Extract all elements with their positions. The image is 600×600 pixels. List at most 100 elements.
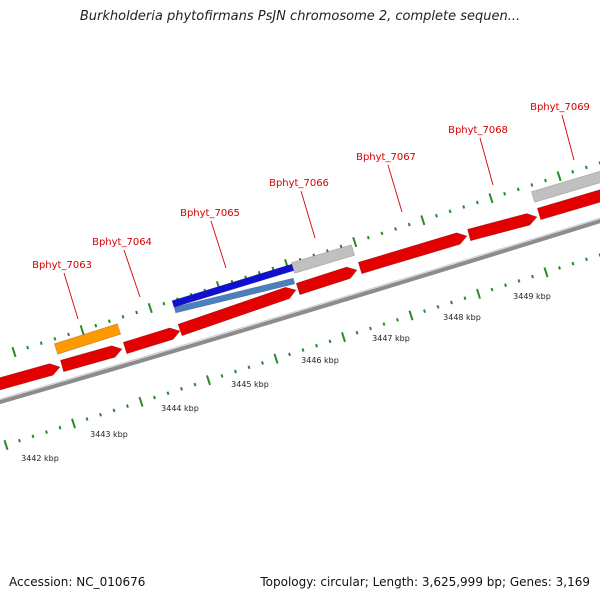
selected-gene-lower xyxy=(173,277,296,314)
inner-tick-mark xyxy=(273,353,279,364)
outer-tick-mark xyxy=(67,332,70,337)
outer-tick-mark xyxy=(420,215,426,226)
outer-tick-mark xyxy=(352,237,358,248)
outer-tick-mark xyxy=(147,302,153,314)
outer-tick-mark xyxy=(516,187,520,192)
topology-stats-text: Topology: circular; Length: 3,625,999 bp… xyxy=(260,575,590,589)
gene-leader-line xyxy=(387,164,403,213)
cds-arrow xyxy=(467,213,538,242)
gene-leader-line xyxy=(561,114,575,161)
gene-leader-line xyxy=(63,272,79,320)
inner-tick-mark xyxy=(18,438,21,443)
kbp-label: 3447 kbp xyxy=(372,334,410,343)
cds-arrow xyxy=(295,266,358,296)
inner-tick-mark xyxy=(112,408,116,413)
kbp-label: 3446 kbp xyxy=(301,356,339,365)
inner-tick-mark xyxy=(138,396,144,407)
gray-feature xyxy=(291,244,355,274)
inner-tick-mark xyxy=(45,430,48,434)
kbp-labels: 3442 kbp 3443 kbp 3444 kbp 3445 kbp 3446 kbp… xyxy=(21,292,551,463)
gene-label: Bphyt_7067 xyxy=(356,152,416,163)
outer-tick-mark xyxy=(394,227,398,231)
gene-leader-line xyxy=(300,190,316,239)
inner-tick-mark xyxy=(585,257,588,262)
kbp-label: 3445 kbp xyxy=(231,380,269,389)
outer-tick-mark xyxy=(475,200,479,205)
genome-backbone xyxy=(0,219,600,405)
inner-tick-mark xyxy=(193,382,197,387)
inner-tick-mark xyxy=(58,425,62,430)
inner-tick-mark xyxy=(71,418,76,429)
map-title: Burkholderia phytofirmans PsJN chromosom… xyxy=(79,9,521,24)
inner-tick-mark xyxy=(301,348,305,352)
label-leader-lines xyxy=(63,114,575,320)
inner-tick-mark xyxy=(99,412,102,417)
outer-tick-mark xyxy=(107,319,111,324)
outer-tick-mark xyxy=(339,244,343,249)
inner-tick-mark xyxy=(382,322,386,326)
inner-tick-mark xyxy=(571,261,575,266)
outer-tick-mark xyxy=(503,191,507,196)
outer-tick-mark xyxy=(380,231,384,236)
kbp-label: 3448 kbp xyxy=(443,313,481,322)
outer-tick-mark xyxy=(571,169,575,174)
inner-tick-mark xyxy=(369,326,372,331)
inner-tick-mark xyxy=(288,352,291,357)
outer-tick-mark xyxy=(448,209,452,214)
inner-tick-mark xyxy=(206,375,211,386)
inner-tick-mark xyxy=(261,361,264,365)
cds-arrow xyxy=(177,286,297,337)
gene-label: Bphyt_7066 xyxy=(269,178,329,189)
inner-tick-mark xyxy=(543,267,549,278)
outer-tick-mark xyxy=(544,178,547,183)
inner-tick-mark xyxy=(153,395,156,400)
kbp-label: 3442 kbp xyxy=(21,454,59,463)
feature-track xyxy=(0,170,600,405)
inner-tick-mark xyxy=(450,300,453,305)
inner-tick-mark xyxy=(180,387,183,391)
gene-label: Bphyt_7065 xyxy=(180,208,240,219)
inner-tick-mark xyxy=(504,283,507,288)
inner-tick-mark xyxy=(490,287,494,292)
kbp-label: 3449 kbp xyxy=(513,292,551,301)
cds-arrow xyxy=(60,345,123,373)
inner-tick-mark xyxy=(463,296,467,301)
outer-tick-mark xyxy=(94,323,98,328)
inner-tick-mark xyxy=(558,266,561,270)
inner-tick-mark xyxy=(517,279,521,283)
outer-tick-mark xyxy=(271,266,275,271)
inner-tick-mark xyxy=(3,439,9,451)
gene-leader-line xyxy=(123,249,141,298)
outer-tick-mark xyxy=(121,315,125,319)
inner-tick-mark xyxy=(85,417,89,421)
inner-tick-mark xyxy=(355,330,359,335)
outer-tick-mark xyxy=(39,341,43,346)
outer-tick-mark xyxy=(79,324,85,336)
inner-tick-mark xyxy=(126,404,129,408)
inner-tick-mark xyxy=(328,339,332,344)
cds-arrow xyxy=(122,327,181,355)
gene-leader-line xyxy=(210,220,227,269)
orange-feature xyxy=(53,323,122,355)
inner-tick-mark xyxy=(396,317,399,322)
outer-tick-mark xyxy=(257,271,261,275)
kbp-label: 3443 kbp xyxy=(90,430,128,439)
outer-tick-mark xyxy=(488,193,494,204)
outer-tick-mark xyxy=(366,235,370,240)
outer-tick-mark xyxy=(162,301,166,306)
accession-text: Accession: NC_010676 xyxy=(9,575,146,589)
inner-tick-mark xyxy=(31,434,35,439)
inner-tick-mark xyxy=(247,365,251,370)
outer-tick-mark xyxy=(462,205,466,209)
inner-tick-mark xyxy=(166,391,170,396)
kbp-label: 3444 kbp xyxy=(161,404,199,413)
inner-tick-mark xyxy=(423,309,426,313)
inner-tick-mark xyxy=(408,310,414,321)
outer-tick-mark xyxy=(11,346,17,358)
outer-tick-mark xyxy=(407,222,411,227)
gene-label: Bphyt_7069 xyxy=(530,102,590,113)
outer-tick-mark xyxy=(135,310,139,315)
inner-tick-mark xyxy=(531,274,534,279)
outer-tick-mark xyxy=(435,213,438,218)
